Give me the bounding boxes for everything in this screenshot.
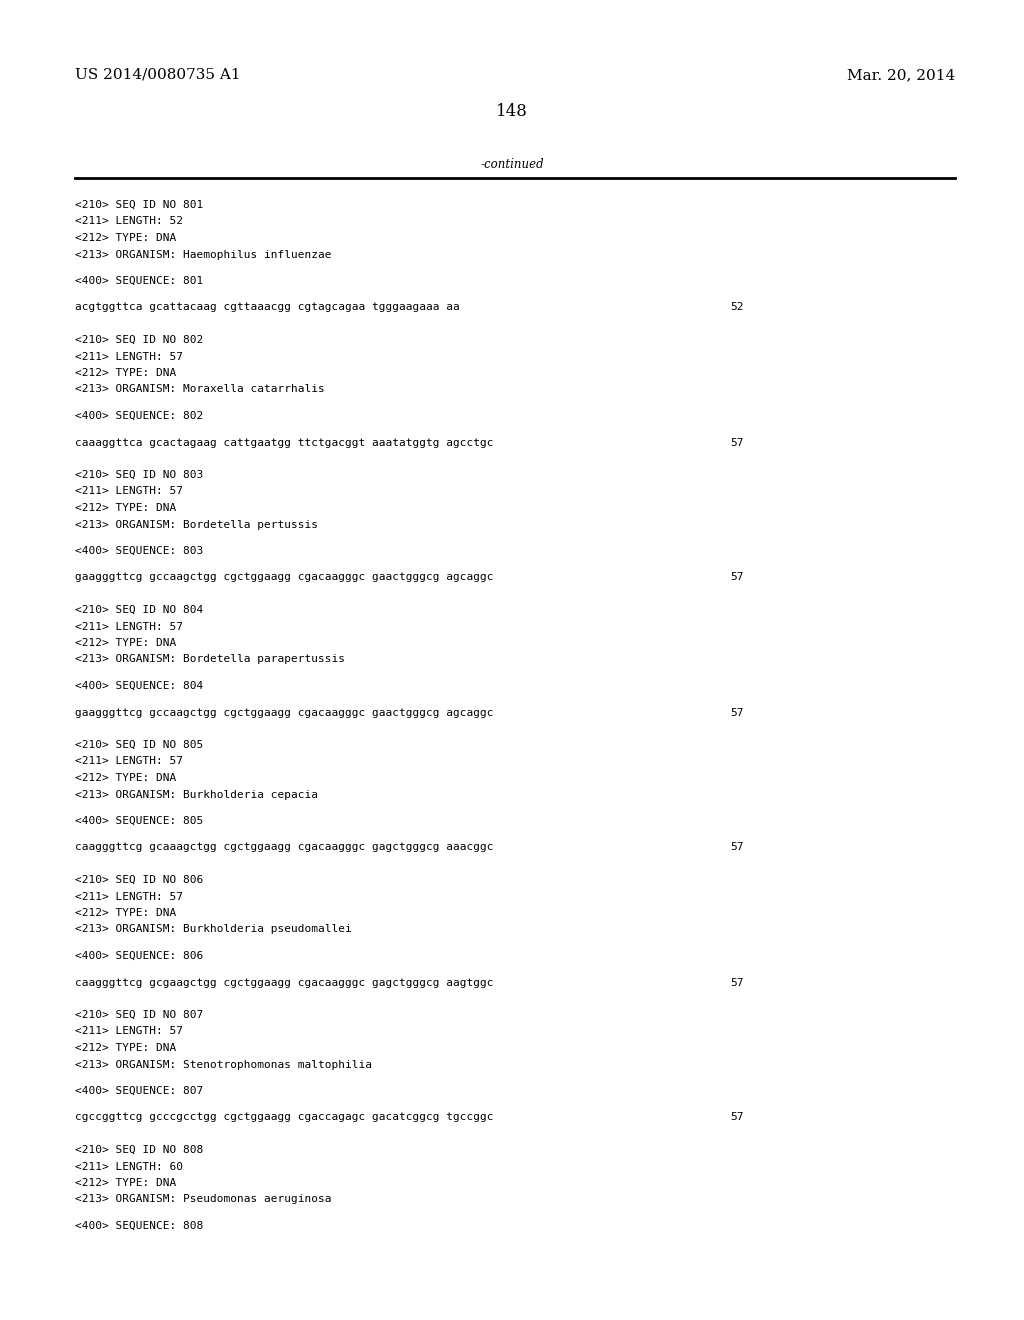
Text: 57: 57: [730, 708, 743, 718]
Text: gaagggttcg gccaagctgg cgctggaagg cgacaagggc gaactgggcg agcaggc: gaagggttcg gccaagctgg cgctggaagg cgacaag…: [75, 573, 494, 582]
Text: <211> LENGTH: 52: <211> LENGTH: 52: [75, 216, 183, 227]
Text: <400> SEQUENCE: 807: <400> SEQUENCE: 807: [75, 1086, 203, 1096]
Text: <212> TYPE: DNA: <212> TYPE: DNA: [75, 234, 176, 243]
Text: <212> TYPE: DNA: <212> TYPE: DNA: [75, 1043, 176, 1053]
Text: <211> LENGTH: 57: <211> LENGTH: 57: [75, 891, 183, 902]
Text: <212> TYPE: DNA: <212> TYPE: DNA: [75, 503, 176, 513]
Text: <210> SEQ ID NO 805: <210> SEQ ID NO 805: [75, 741, 203, 750]
Text: <210> SEQ ID NO 804: <210> SEQ ID NO 804: [75, 605, 203, 615]
Text: caagggttcg gcgaagctgg cgctggaagg cgacaagggc gagctgggcg aagtggc: caagggttcg gcgaagctgg cgctggaagg cgacaag…: [75, 978, 494, 987]
Text: caagggttcg gcaaagctgg cgctggaagg cgacaagggc gagctgggcg aaacggc: caagggttcg gcaaagctgg cgctggaagg cgacaag…: [75, 842, 494, 853]
Text: <213> ORGANISM: Moraxella catarrhalis: <213> ORGANISM: Moraxella catarrhalis: [75, 384, 325, 395]
Text: <213> ORGANISM: Burkholderia pseudomallei: <213> ORGANISM: Burkholderia pseudomalle…: [75, 924, 352, 935]
Text: <400> SEQUENCE: 802: <400> SEQUENCE: 802: [75, 411, 203, 421]
Text: <213> ORGANISM: Stenotrophomonas maltophilia: <213> ORGANISM: Stenotrophomonas maltoph…: [75, 1060, 372, 1069]
Text: gaagggttcg gccaagctgg cgctggaagg cgacaagggc gaactgggcg agcaggc: gaagggttcg gccaagctgg cgctggaagg cgacaag…: [75, 708, 494, 718]
Text: acgtggttca gcattacaag cgttaaacgg cgtagcagaa tgggaagaaa aa: acgtggttca gcattacaag cgttaaacgg cgtagca…: [75, 302, 460, 313]
Text: Mar. 20, 2014: Mar. 20, 2014: [847, 69, 955, 82]
Text: <212> TYPE: DNA: <212> TYPE: DNA: [75, 908, 176, 917]
Text: 52: 52: [730, 302, 743, 313]
Text: <210> SEQ ID NO 802: <210> SEQ ID NO 802: [75, 335, 203, 345]
Text: <210> SEQ ID NO 807: <210> SEQ ID NO 807: [75, 1010, 203, 1020]
Text: <213> ORGANISM: Burkholderia cepacia: <213> ORGANISM: Burkholderia cepacia: [75, 789, 318, 800]
Text: <213> ORGANISM: Bordetella parapertussis: <213> ORGANISM: Bordetella parapertussis: [75, 655, 345, 664]
Text: <211> LENGTH: 57: <211> LENGTH: 57: [75, 487, 183, 496]
Text: caaaggttca gcactagaag cattgaatgg ttctgacggt aaatatggtg agcctgc: caaaggttca gcactagaag cattgaatgg ttctgac…: [75, 437, 494, 447]
Text: <211> LENGTH: 60: <211> LENGTH: 60: [75, 1162, 183, 1172]
Text: cgccggttcg gcccgcctgg cgctggaagg cgaccagagc gacatcggcg tgccggc: cgccggttcg gcccgcctgg cgctggaagg cgaccag…: [75, 1113, 494, 1122]
Text: <400> SEQUENCE: 805: <400> SEQUENCE: 805: [75, 816, 203, 826]
Text: <212> TYPE: DNA: <212> TYPE: DNA: [75, 638, 176, 648]
Text: <210> SEQ ID NO 806: <210> SEQ ID NO 806: [75, 875, 203, 884]
Text: <213> ORGANISM: Pseudomonas aeruginosa: <213> ORGANISM: Pseudomonas aeruginosa: [75, 1195, 332, 1204]
Text: <211> LENGTH: 57: <211> LENGTH: 57: [75, 1027, 183, 1036]
Text: <212> TYPE: DNA: <212> TYPE: DNA: [75, 368, 176, 378]
Text: <213> ORGANISM: Haemophilus influenzae: <213> ORGANISM: Haemophilus influenzae: [75, 249, 332, 260]
Text: <211> LENGTH: 57: <211> LENGTH: 57: [75, 351, 183, 362]
Text: 57: 57: [730, 573, 743, 582]
Text: US 2014/0080735 A1: US 2014/0080735 A1: [75, 69, 241, 82]
Text: 57: 57: [730, 437, 743, 447]
Text: <212> TYPE: DNA: <212> TYPE: DNA: [75, 1177, 176, 1188]
Text: <211> LENGTH: 57: <211> LENGTH: 57: [75, 756, 183, 767]
Text: <400> SEQUENCE: 801: <400> SEQUENCE: 801: [75, 276, 203, 286]
Text: <211> LENGTH: 57: <211> LENGTH: 57: [75, 622, 183, 631]
Text: <210> SEQ ID NO 803: <210> SEQ ID NO 803: [75, 470, 203, 480]
Text: 148: 148: [496, 103, 528, 120]
Text: <212> TYPE: DNA: <212> TYPE: DNA: [75, 774, 176, 783]
Text: <210> SEQ ID NO 801: <210> SEQ ID NO 801: [75, 201, 203, 210]
Text: -continued: -continued: [480, 158, 544, 172]
Text: <213> ORGANISM: Bordetella pertussis: <213> ORGANISM: Bordetella pertussis: [75, 520, 318, 529]
Text: <400> SEQUENCE: 803: <400> SEQUENCE: 803: [75, 546, 203, 556]
Text: <400> SEQUENCE: 808: <400> SEQUENCE: 808: [75, 1221, 203, 1232]
Text: 57: 57: [730, 1113, 743, 1122]
Text: <210> SEQ ID NO 808: <210> SEQ ID NO 808: [75, 1144, 203, 1155]
Text: 57: 57: [730, 978, 743, 987]
Text: <400> SEQUENCE: 806: <400> SEQUENCE: 806: [75, 950, 203, 961]
Text: <400> SEQUENCE: 804: <400> SEQUENCE: 804: [75, 681, 203, 690]
Text: 57: 57: [730, 842, 743, 853]
